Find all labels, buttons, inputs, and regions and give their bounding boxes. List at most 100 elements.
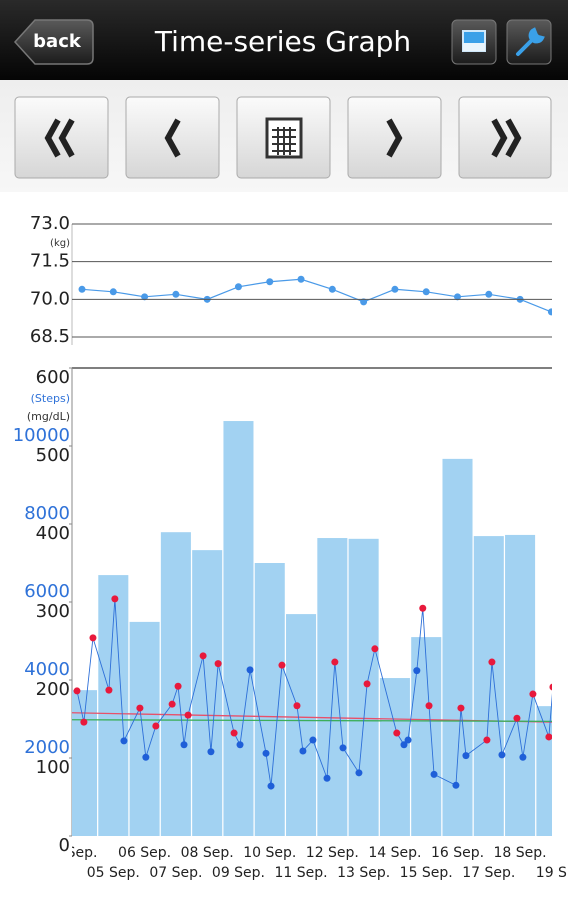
glucose-point	[80, 718, 88, 726]
glucose-point	[236, 741, 244, 749]
y-tick-label: 73.0	[30, 213, 70, 234]
x-tick-label: 06 Sep.	[118, 845, 171, 861]
steps-bar	[536, 706, 552, 836]
glucose-point	[309, 736, 317, 744]
trend-line	[72, 719, 552, 722]
x-tick-label: 10 Sep.	[243, 845, 296, 861]
glucose-point	[199, 652, 207, 660]
glucose-point	[214, 660, 222, 668]
last-button[interactable]	[458, 96, 552, 179]
steps-bar	[473, 536, 504, 836]
x-tick-label: 05 Sep.	[87, 865, 140, 881]
weight-point	[391, 285, 399, 293]
save-button[interactable]	[451, 19, 497, 65]
first-button[interactable]	[14, 96, 109, 179]
glucose-point	[419, 604, 427, 612]
steps-bar	[505, 534, 536, 836]
prev-button[interactable]	[125, 96, 220, 179]
x-tick-label: 17 Sep.	[462, 865, 515, 881]
glucose-point	[262, 749, 270, 757]
glucose-point	[293, 702, 301, 710]
glucose-point	[136, 704, 144, 712]
glucose-point	[462, 752, 470, 760]
y-tick-label: 300	[36, 601, 70, 622]
y-unit: (kg)	[50, 238, 70, 249]
glucose-point	[89, 634, 97, 642]
weight-point	[78, 285, 86, 293]
y-tick-label: 68.5	[30, 326, 70, 347]
glucose-point	[549, 683, 552, 691]
glucose-point	[457, 704, 465, 712]
glucose-point	[545, 733, 552, 741]
glucose-point	[400, 741, 408, 749]
glucose-point	[519, 753, 527, 761]
glucose-point	[174, 682, 182, 690]
glucose-point	[339, 744, 347, 752]
glucose-point	[111, 595, 119, 603]
weight-point	[172, 290, 180, 298]
steps-bar	[379, 678, 410, 836]
glucose-point	[299, 747, 307, 755]
glucose-point	[452, 781, 460, 789]
steps-bar	[348, 538, 379, 836]
x-tick-label: 11 Sep.	[274, 865, 327, 881]
glucose-point	[371, 645, 379, 653]
x-tick-label: 16 Sep.	[431, 845, 484, 861]
weight-point	[266, 278, 274, 286]
back-button[interactable]: back	[13, 19, 94, 65]
glucose-point	[363, 680, 371, 688]
weight-point	[109, 288, 117, 296]
x-tick-label: 15 Sep.	[400, 865, 453, 881]
y-unit: (mg/dL)	[27, 410, 70, 423]
steps-bar	[317, 538, 348, 836]
next-button[interactable]	[347, 96, 442, 179]
glucose-point	[529, 690, 537, 698]
glucose-point	[404, 736, 412, 744]
glucose-point	[488, 658, 496, 666]
glucose-point	[180, 741, 188, 749]
glucose-point	[267, 782, 275, 790]
weight-point	[485, 290, 493, 298]
steps-bar	[254, 563, 285, 836]
y-tick-label: 400	[36, 523, 70, 544]
glucose-point	[278, 661, 286, 669]
glucose-point	[393, 729, 401, 737]
x-tick-label: 14 Sep.	[368, 845, 421, 861]
steps-bar	[192, 550, 223, 836]
glucose-point	[207, 748, 215, 756]
weight-point	[422, 288, 430, 296]
steps-bar	[223, 421, 254, 836]
y-tick-label: 500	[36, 445, 70, 466]
y-tick-label: 100	[36, 757, 70, 778]
glucose-point	[142, 753, 150, 761]
glucose-point	[73, 687, 81, 695]
weight-point	[297, 275, 305, 283]
x-tick-label: 07 Sep.	[149, 865, 202, 881]
y-tick-label: 0	[59, 835, 70, 856]
steps-bar	[286, 614, 317, 836]
screen-title: Time-series Graph	[154, 25, 411, 58]
settings-button[interactable]	[506, 19, 552, 65]
weight-point	[360, 298, 368, 306]
glucose-point	[483, 736, 491, 744]
glucose-point	[120, 737, 128, 745]
weight-point	[141, 293, 149, 301]
calendar-button[interactable]	[236, 96, 331, 179]
glucose-point	[413, 667, 421, 675]
y2-tick-label: 8000	[24, 503, 70, 524]
x-tick-label: Sep.	[67, 845, 98, 861]
weight-line	[81, 278, 552, 313]
weight-point	[328, 285, 336, 293]
y-tick-label: 600	[36, 367, 70, 388]
glucose-point	[498, 751, 506, 759]
glucose-point	[230, 729, 238, 737]
glucose-point	[246, 666, 254, 674]
y2-tick-label: 6000	[24, 581, 70, 602]
back-label[interactable]: back	[33, 31, 82, 52]
x-tick-label: 18 Sep.	[494, 845, 547, 861]
y-tick-label: 71.5	[30, 251, 70, 272]
glucose-point	[152, 722, 160, 730]
weight-point	[454, 293, 462, 301]
glucose-point	[184, 711, 192, 719]
